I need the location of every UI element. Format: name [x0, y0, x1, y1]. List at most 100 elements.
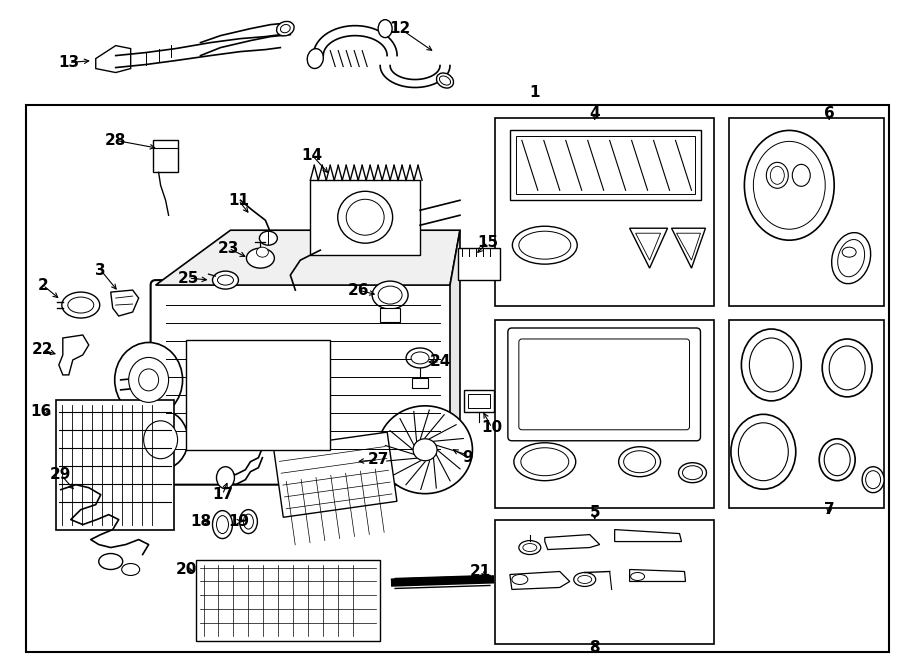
- Ellipse shape: [218, 275, 233, 285]
- Ellipse shape: [573, 573, 596, 587]
- Bar: [729, 118, 884, 306]
- Bar: [195, 559, 380, 641]
- Ellipse shape: [744, 130, 834, 240]
- Ellipse shape: [247, 248, 274, 268]
- Ellipse shape: [144, 421, 177, 459]
- Polygon shape: [450, 230, 460, 480]
- Polygon shape: [156, 230, 460, 285]
- Ellipse shape: [129, 357, 168, 402]
- Bar: [495, 520, 715, 644]
- Bar: [26, 105, 889, 652]
- Ellipse shape: [133, 410, 188, 470]
- Bar: [458, 248, 500, 280]
- Text: 6: 6: [824, 106, 834, 121]
- Text: 23: 23: [218, 241, 239, 256]
- Ellipse shape: [378, 286, 402, 304]
- Polygon shape: [630, 569, 686, 581]
- Ellipse shape: [122, 563, 140, 575]
- Polygon shape: [111, 290, 139, 316]
- Text: 5: 5: [590, 505, 600, 520]
- Ellipse shape: [679, 463, 706, 483]
- Ellipse shape: [832, 232, 870, 284]
- Ellipse shape: [411, 352, 429, 364]
- Ellipse shape: [346, 199, 384, 235]
- Text: 3: 3: [95, 263, 106, 277]
- Ellipse shape: [521, 448, 569, 476]
- Bar: [185, 340, 330, 449]
- Bar: [468, 394, 490, 408]
- Polygon shape: [510, 571, 570, 589]
- Text: 26: 26: [347, 283, 369, 298]
- Text: 19: 19: [228, 514, 249, 529]
- Text: 22: 22: [32, 342, 54, 357]
- Text: 17: 17: [212, 487, 233, 502]
- Ellipse shape: [406, 348, 434, 368]
- Ellipse shape: [742, 329, 801, 401]
- Text: 16: 16: [31, 404, 51, 419]
- Ellipse shape: [519, 541, 541, 555]
- Ellipse shape: [512, 226, 577, 264]
- Ellipse shape: [436, 73, 454, 88]
- Text: 1: 1: [529, 85, 540, 100]
- Text: 25: 25: [178, 271, 199, 285]
- Text: 28: 28: [105, 133, 126, 148]
- Ellipse shape: [824, 444, 850, 476]
- Text: 13: 13: [58, 55, 79, 70]
- Text: 27: 27: [367, 452, 389, 467]
- Ellipse shape: [823, 339, 872, 397]
- Ellipse shape: [829, 346, 865, 390]
- Ellipse shape: [819, 439, 855, 481]
- FancyBboxPatch shape: [508, 328, 700, 441]
- Ellipse shape: [307, 48, 323, 68]
- Bar: [464, 390, 494, 412]
- Ellipse shape: [738, 423, 788, 481]
- Ellipse shape: [259, 231, 277, 245]
- FancyBboxPatch shape: [519, 339, 689, 430]
- Ellipse shape: [631, 573, 644, 581]
- Bar: [516, 136, 696, 194]
- Bar: [380, 308, 400, 322]
- Text: 8: 8: [590, 640, 600, 655]
- Ellipse shape: [753, 142, 825, 229]
- Ellipse shape: [217, 516, 229, 534]
- Text: 15: 15: [477, 235, 499, 250]
- Ellipse shape: [731, 414, 796, 489]
- Ellipse shape: [523, 544, 536, 551]
- Text: 29: 29: [50, 467, 71, 482]
- Polygon shape: [615, 530, 681, 542]
- Ellipse shape: [519, 231, 571, 259]
- Ellipse shape: [624, 451, 655, 473]
- Bar: [310, 180, 420, 255]
- Ellipse shape: [792, 164, 810, 186]
- Ellipse shape: [866, 471, 880, 489]
- Ellipse shape: [139, 369, 158, 391]
- Text: 14: 14: [302, 148, 323, 163]
- Ellipse shape: [439, 76, 451, 85]
- Polygon shape: [677, 233, 700, 260]
- Text: 9: 9: [463, 450, 473, 465]
- Polygon shape: [95, 46, 130, 73]
- Ellipse shape: [512, 575, 527, 585]
- Text: 11: 11: [228, 193, 249, 208]
- Ellipse shape: [99, 553, 122, 569]
- Text: 18: 18: [190, 514, 212, 529]
- Bar: [495, 118, 715, 306]
- Polygon shape: [544, 535, 599, 549]
- Ellipse shape: [338, 191, 392, 243]
- Text: 12: 12: [390, 21, 410, 36]
- Bar: [412, 378, 428, 388]
- Ellipse shape: [514, 443, 576, 481]
- Polygon shape: [635, 233, 661, 260]
- Ellipse shape: [770, 166, 784, 184]
- Ellipse shape: [413, 439, 437, 461]
- Ellipse shape: [256, 247, 268, 257]
- Bar: [56, 400, 174, 530]
- Ellipse shape: [212, 510, 232, 539]
- Polygon shape: [630, 228, 668, 268]
- FancyBboxPatch shape: [150, 280, 455, 485]
- Ellipse shape: [578, 575, 591, 583]
- Ellipse shape: [750, 338, 793, 392]
- Ellipse shape: [276, 21, 294, 36]
- Ellipse shape: [842, 247, 856, 257]
- Bar: [153, 140, 177, 172]
